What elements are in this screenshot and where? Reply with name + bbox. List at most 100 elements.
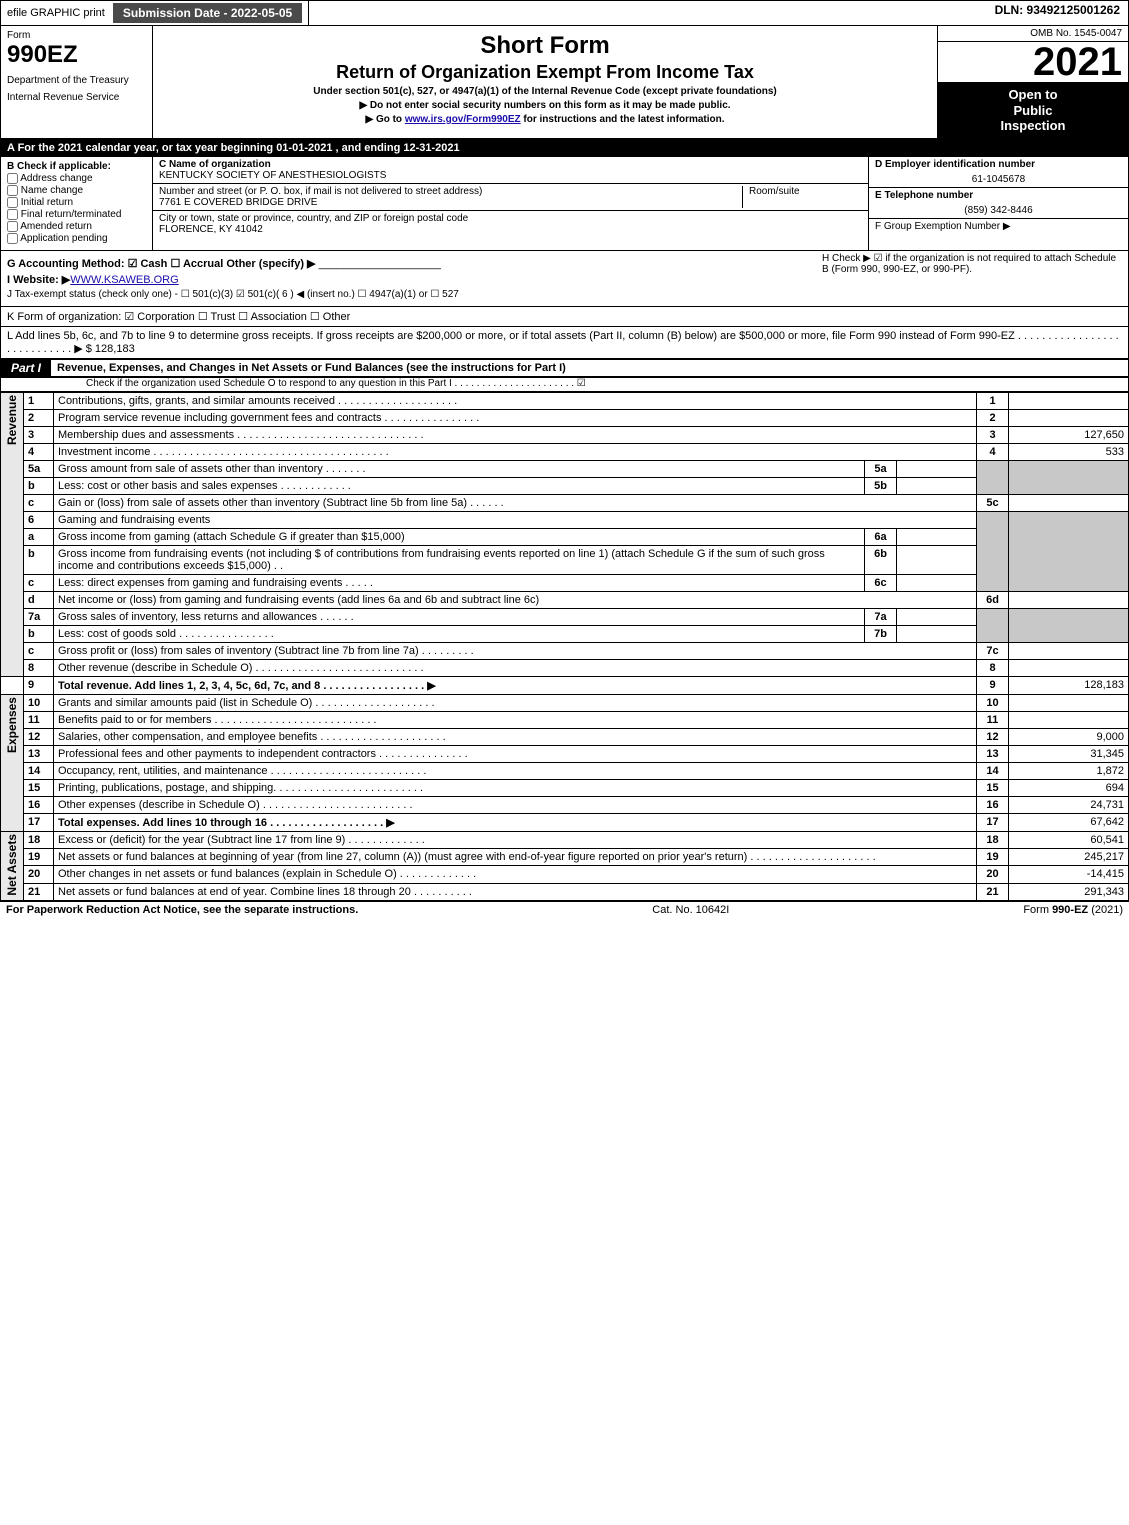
greyval-7 xyxy=(1009,608,1129,642)
lnum-6c: c xyxy=(24,574,54,591)
g-text: G Accounting Method: ☑ Cash ☐ Accrual Ot… xyxy=(7,258,316,270)
rnum-17: 17 xyxy=(977,813,1009,831)
lnum-7b: b xyxy=(24,625,54,642)
val-19: 245,217 xyxy=(1009,849,1129,866)
rnum-11: 11 xyxy=(977,711,1009,728)
line-14-desc: Occupancy, rent, utilities, and maintena… xyxy=(54,762,977,779)
line-6-desc: Gaming and fundraising events xyxy=(54,511,977,528)
form-subtitle: Under section 501(c), 527, or 4947(a)(1)… xyxy=(161,86,929,97)
dept-treasury: Department of the Treasury xyxy=(7,75,146,86)
lnum-16: 16 xyxy=(24,796,54,813)
line-5b-desc: Less: cost or other basis and sales expe… xyxy=(54,477,865,494)
check-amended-return[interactable]: Amended return xyxy=(7,221,146,232)
line-7a-desc: Gross sales of inventory, less returns a… xyxy=(54,608,865,625)
form-word: Form xyxy=(7,30,146,41)
side-expenses: Expenses xyxy=(1,694,24,831)
sub-5a: 5a xyxy=(865,460,897,477)
ssn-warning: ▶ Do not enter social security numbers o… xyxy=(161,100,929,111)
open-to-public-badge: Open to Public Inspection xyxy=(938,83,1128,138)
subval-6a xyxy=(897,528,977,545)
check-final-return[interactable]: Final return/terminated xyxy=(7,209,146,220)
lnum-7a: 7a xyxy=(24,608,54,625)
irs-link[interactable]: www.irs.gov/Form990EZ xyxy=(405,114,521,125)
val-1 xyxy=(1009,392,1129,409)
val-7c xyxy=(1009,642,1129,659)
irs-label: Internal Revenue Service xyxy=(7,92,146,103)
line-15-desc: Printing, publications, postage, and shi… xyxy=(54,779,977,796)
grey-5 xyxy=(977,460,1009,494)
l-value: 128,183 xyxy=(92,343,135,355)
val-8 xyxy=(1009,659,1129,676)
rnum-16: 16 xyxy=(977,796,1009,813)
lnum-5c: c xyxy=(24,494,54,511)
paperwork-notice: For Paperwork Reduction Act Notice, see … xyxy=(6,904,358,916)
rnum-18: 18 xyxy=(977,831,1009,848)
val-18: 60,541 xyxy=(1009,831,1129,848)
subval-5a xyxy=(897,460,977,477)
group-exemption: F Group Exemption Number ▶ xyxy=(869,219,1128,234)
line-1-desc: Contributions, gifts, grants, and simila… xyxy=(54,392,977,409)
line-7c-desc: Gross profit or (loss) from sales of inv… xyxy=(54,642,977,659)
line-16-desc: Other expenses (describe in Schedule O) … xyxy=(54,796,977,813)
form-title-return: Return of Organization Exempt From Incom… xyxy=(161,62,929,83)
room-suite-label: Room/suite xyxy=(742,186,862,208)
rnum-4: 4 xyxy=(977,443,1009,460)
top-bar: efile GRAPHIC print Submission Date - 20… xyxy=(0,0,1129,26)
line-7b-desc: Less: cost of goods sold . . . . . . . .… xyxy=(54,625,865,642)
val-16: 24,731 xyxy=(1009,796,1129,813)
phone-value: (859) 342-8446 xyxy=(869,203,1128,219)
greyval-5 xyxy=(1009,460,1129,494)
side-netassets-label: Net Assets xyxy=(5,834,19,896)
val-15: 694 xyxy=(1009,779,1129,796)
line-5c-desc: Gain or (loss) from sale of assets other… xyxy=(54,494,977,511)
check-app-label: Application pending xyxy=(20,234,107,245)
lnum-5a: 5a xyxy=(24,460,54,477)
line-10-desc: Grants and similar amounts paid (list in… xyxy=(54,694,977,711)
rnum-15: 15 xyxy=(977,779,1009,796)
rnum-13: 13 xyxy=(977,745,1009,762)
goto-post: for instructions and the latest informat… xyxy=(521,114,725,125)
rnum-10: 10 xyxy=(977,694,1009,711)
side-rev-gap xyxy=(1,676,24,694)
catalog-number: Cat. No. 10642I xyxy=(652,904,729,916)
line-17-text: Total expenses. Add lines 10 through 16 … xyxy=(58,817,395,829)
line-9-text: Total revenue. Add lines 1, 2, 3, 4, 5c,… xyxy=(58,680,436,692)
line-12-desc: Salaries, other compensation, and employ… xyxy=(54,728,977,745)
rnum-7c: 7c xyxy=(977,642,1009,659)
street-label: Number and street (or P. O. box, if mail… xyxy=(159,186,736,197)
check-address-change[interactable]: Address change xyxy=(7,173,146,184)
line-6a-desc: Gross income from gaming (attach Schedul… xyxy=(54,528,865,545)
val-10 xyxy=(1009,694,1129,711)
page-footer: For Paperwork Reduction Act Notice, see … xyxy=(0,901,1129,918)
city-label: City or town, state or province, country… xyxy=(159,213,862,224)
open-line3: Inspection xyxy=(1000,118,1065,133)
lnum-11: 11 xyxy=(24,711,54,728)
check-application-pending[interactable]: Application pending xyxy=(7,233,146,244)
website-link[interactable]: WWW.KSAWEB.ORG xyxy=(70,274,178,286)
efile-print-label[interactable]: efile GRAPHIC print xyxy=(7,7,105,19)
org-name: KENTUCKY SOCIETY OF ANESTHESIOLOGISTS xyxy=(159,170,862,181)
val-2 xyxy=(1009,409,1129,426)
section-h: H Check ▶ ☑ if the organization is not r… xyxy=(822,253,1122,275)
lnum-8: 8 xyxy=(24,659,54,676)
sub-5b: 5b xyxy=(865,477,897,494)
rnum-1: 1 xyxy=(977,392,1009,409)
lnum-3: 3 xyxy=(24,426,54,443)
lnum-6b: b xyxy=(24,545,54,574)
subval-7b xyxy=(897,625,977,642)
lnum-2: 2 xyxy=(24,409,54,426)
section-l-gross-receipts: L Add lines 5b, 6c, and 7b to line 9 to … xyxy=(0,327,1129,359)
greyval-6 xyxy=(1009,511,1129,591)
line-20-desc: Other changes in net assets or fund bala… xyxy=(54,866,977,883)
lnum-20: 20 xyxy=(24,866,54,883)
revenue-table: Revenue 1 Contributions, gifts, grants, … xyxy=(0,392,1129,902)
section-j-tax-exempt: J Tax-exempt status (check only one) - ☐… xyxy=(7,289,1122,300)
line-9-desc: Total revenue. Add lines 1, 2, 3, 4, 5c,… xyxy=(54,676,977,694)
check-initial-return[interactable]: Initial return xyxy=(7,197,146,208)
rnum-5c: 5c xyxy=(977,494,1009,511)
form-header: Form 990EZ Department of the Treasury In… xyxy=(0,26,1129,139)
check-name-change[interactable]: Name change xyxy=(7,185,146,196)
dln-label: DLN: 93492125001262 xyxy=(987,1,1128,25)
check-name-label: Name change xyxy=(21,185,83,196)
lnum-18: 18 xyxy=(24,831,54,848)
